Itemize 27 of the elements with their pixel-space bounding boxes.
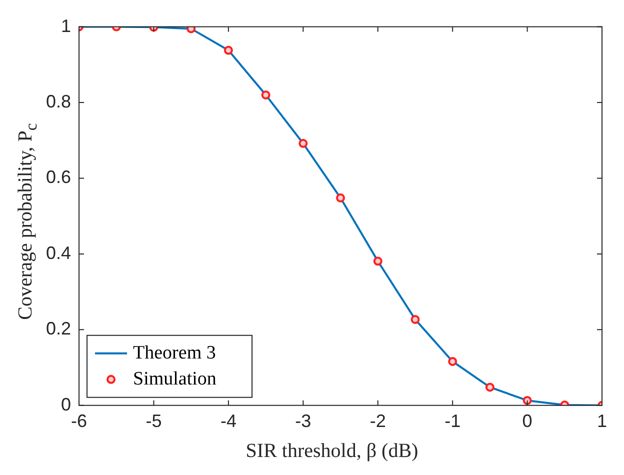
point	[186, 26, 196, 34]
x-tick-label: 1	[596, 411, 608, 432]
y-tick-label: 0.6	[46, 167, 72, 188]
point	[373, 256, 382, 266]
legend-label: Simulation	[133, 368, 217, 390]
x-tick-label: 0	[522, 411, 532, 432]
y-tick-label: 0.2	[46, 318, 72, 339]
y-tick-label: 0	[61, 394, 72, 414]
x-tick-label: -3	[295, 411, 312, 432]
x-tick-label: -6	[71, 411, 88, 432]
y-tick-label: 1	[61, 16, 72, 36]
point	[410, 314, 420, 324]
point	[522, 396, 532, 405]
x-tick-label: -4	[220, 411, 236, 432]
x-tick-label: -5	[146, 411, 162, 432]
point	[224, 46, 233, 55]
point	[298, 138, 308, 148]
point	[448, 356, 458, 366]
x-tick-label: -1	[444, 411, 461, 432]
legend-label: Theorem 3	[133, 342, 216, 364]
point	[261, 90, 270, 100]
x-axis-title: SIR threshold, β (dB)	[244, 440, 420, 463]
y-tick-label: 0.8	[46, 91, 72, 112]
point	[485, 382, 494, 392]
y-tick-label: 0.4	[46, 242, 72, 263]
x-tick-label: -2	[370, 411, 386, 432]
point	[336, 193, 346, 202]
